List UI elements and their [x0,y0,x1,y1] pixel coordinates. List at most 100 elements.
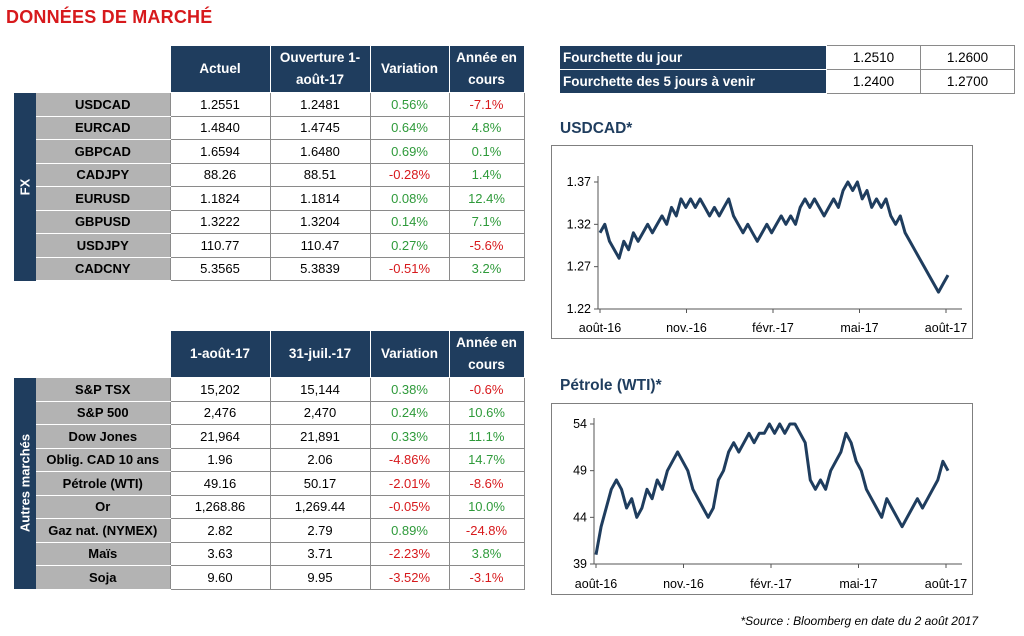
cell-ytd: 7.1% [448,209,525,234]
cell-ytd: 12.4% [448,186,525,211]
x-tick-label: août-16 [575,577,617,591]
header-open: 31-juil.-17 [269,330,371,378]
cell-current: 1.96 [169,447,271,472]
cell-change: 0.64% [369,115,450,140]
table-row: Or 1,268.86 1,269.44 -0.05% 10.0% [14,494,525,519]
y-tick-label: 49 [573,464,587,478]
cell-ytd: 10.6% [448,400,525,425]
y-tick-label: 1.32 [567,217,591,231]
cell-change: -3.52% [369,565,450,590]
y-tick-label: 44 [573,510,587,524]
x-tick-label: mai-17 [839,577,877,591]
row-name: S&P 500 [36,401,170,425]
cell-ytd: 4.8% [448,115,525,140]
cell-current: 2,476 [169,400,271,425]
cell-open: 2,470 [269,400,371,425]
cell-open: 110.47 [269,233,371,258]
cell-open: 1.6480 [269,139,371,164]
table-row: Pétrole (WTI) 49.16 50.17 -2.01% -8.6% [14,471,525,496]
x-tick-label: août-17 [925,577,967,591]
row-name: GBPCAD [36,139,170,164]
cell-ytd: -3.1% [448,565,525,590]
table-row: Maïs 3.63 3.71 -2.23% 3.8% [14,541,525,566]
cell-open: 88.51 [269,162,371,187]
cell-open: 3.71 [269,541,371,566]
cell-current: 5.3565 [169,256,271,281]
cell-current: 2.82 [169,518,271,543]
cell-change: -2.23% [369,541,450,566]
row-name: Maïs [36,542,170,566]
header-change: Variation [369,45,450,93]
row-name: Dow Jones [36,424,170,449]
chart-usdcad: 1.22 1.27 1.32 1.37 août-16 nov.-16 févr.-17 ma… [551,145,973,339]
cell-open: 15,144 [269,377,371,402]
table-row: Autres marchés S&P TSX 15,202 15,144 0.38% -0… [14,377,525,589]
row-name: Pétrole (WTI) [36,471,170,496]
range-high: 1.2700 [920,69,1015,94]
x-tick-label: nov.-16 [663,577,704,591]
chart-title-usdcad: USDCAD* [560,120,633,137]
side-label: Autres marchés [14,377,36,589]
row-name: CADJPY [36,163,170,187]
cell-ytd: 14.7% [448,447,525,472]
row-name: Soja [36,565,170,590]
range-high: 1.2600 [920,45,1015,70]
range-low: 1.2400 [826,69,921,94]
cell-ytd: 1.4% [448,162,525,187]
y-tick-label: 39 [573,557,587,571]
cell-change: 0.56% [369,92,450,117]
y-tick-label: 54 [573,417,587,431]
cell-open: 1.2481 [269,92,371,117]
table-row: Soja 9.60 9.95 -3.52% -3.1% [14,565,525,590]
source-note: *Source : Bloomberg en date du 2 août 20… [740,614,978,628]
cell-change: 0.89% [369,518,450,543]
series-line [594,422,950,555]
side-label: FX [14,92,36,281]
cell-current: 3.63 [169,541,271,566]
cell-change: -2.01% [369,471,450,496]
table-row: FX USDCAD 1.2551 1.2481 0.56% -7.1% [14,92,525,281]
table-row: EURUSD 1.1824 1.1814 0.08% 12.4% [14,186,525,211]
cell-current: 1.6594 [169,139,271,164]
cell-current: 110.77 [169,233,271,258]
cell-change: 0.33% [369,424,450,449]
cell-change: -0.28% [369,162,450,187]
cell-open: 1.1814 [269,186,371,211]
cell-ytd: -5.6% [448,233,525,258]
row-name: USDCAD [36,92,170,117]
cell-ytd: 3.8% [448,541,525,566]
cell-open: 21,891 [269,424,371,449]
cell-open: 2.79 [269,518,371,543]
cell-open: 2.06 [269,447,371,472]
table-row: EURCAD 1.4840 1.4745 0.64% 4.8% [14,115,525,140]
table-row: CADJPY 88.26 88.51 -0.28% 1.4% [14,162,525,187]
row-name: S&P TSX [36,377,170,402]
table-row: Gaz nat. (NYMEX) 2.82 2.79 0.89% -24.8% [14,518,525,543]
row-name: EURCAD [36,116,170,140]
cell-ytd: 3.2% [448,256,525,281]
x-tick-label: févr.-17 [750,577,792,591]
table-row: S&P 500 2,476 2,470 0.24% 10.6% [14,400,525,425]
range-row-5days: Fourchette des 5 jours à venir 1.2400 1.… [559,69,1015,94]
fx-table: Actuel Ouverture 1-août-17 Variation Ann… [14,45,525,281]
cell-change: -4.86% [369,447,450,472]
cell-current: 1,268.86 [169,494,271,519]
cell-ytd: 11.1% [448,424,525,449]
cell-change: 0.08% [369,186,450,211]
header-ytd: Année en cours [448,330,525,378]
range-table: Fourchette du jour 1.2510 1.2600 Fourche… [559,45,1015,94]
row-name: EURUSD [36,186,170,211]
y-tick-label: 1.27 [567,260,591,274]
x-tick-label: mai-17 [840,321,878,335]
cell-open: 5.3839 [269,256,371,281]
cell-change: 0.69% [369,139,450,164]
cell-current: 49.16 [169,471,271,496]
cell-change: 0.14% [369,209,450,234]
table-row: GBPCAD 1.6594 1.6480 0.69% 0.1% [14,139,525,164]
cell-current: 88.26 [169,162,271,187]
range-low: 1.2510 [826,45,921,70]
cell-current: 9.60 [169,565,271,590]
cell-ytd: -8.6% [448,471,525,496]
range-label: Fourchette du jour [559,45,827,70]
markets-table: 1-août-17 31-juil.-17 Variation Année en… [14,330,525,590]
